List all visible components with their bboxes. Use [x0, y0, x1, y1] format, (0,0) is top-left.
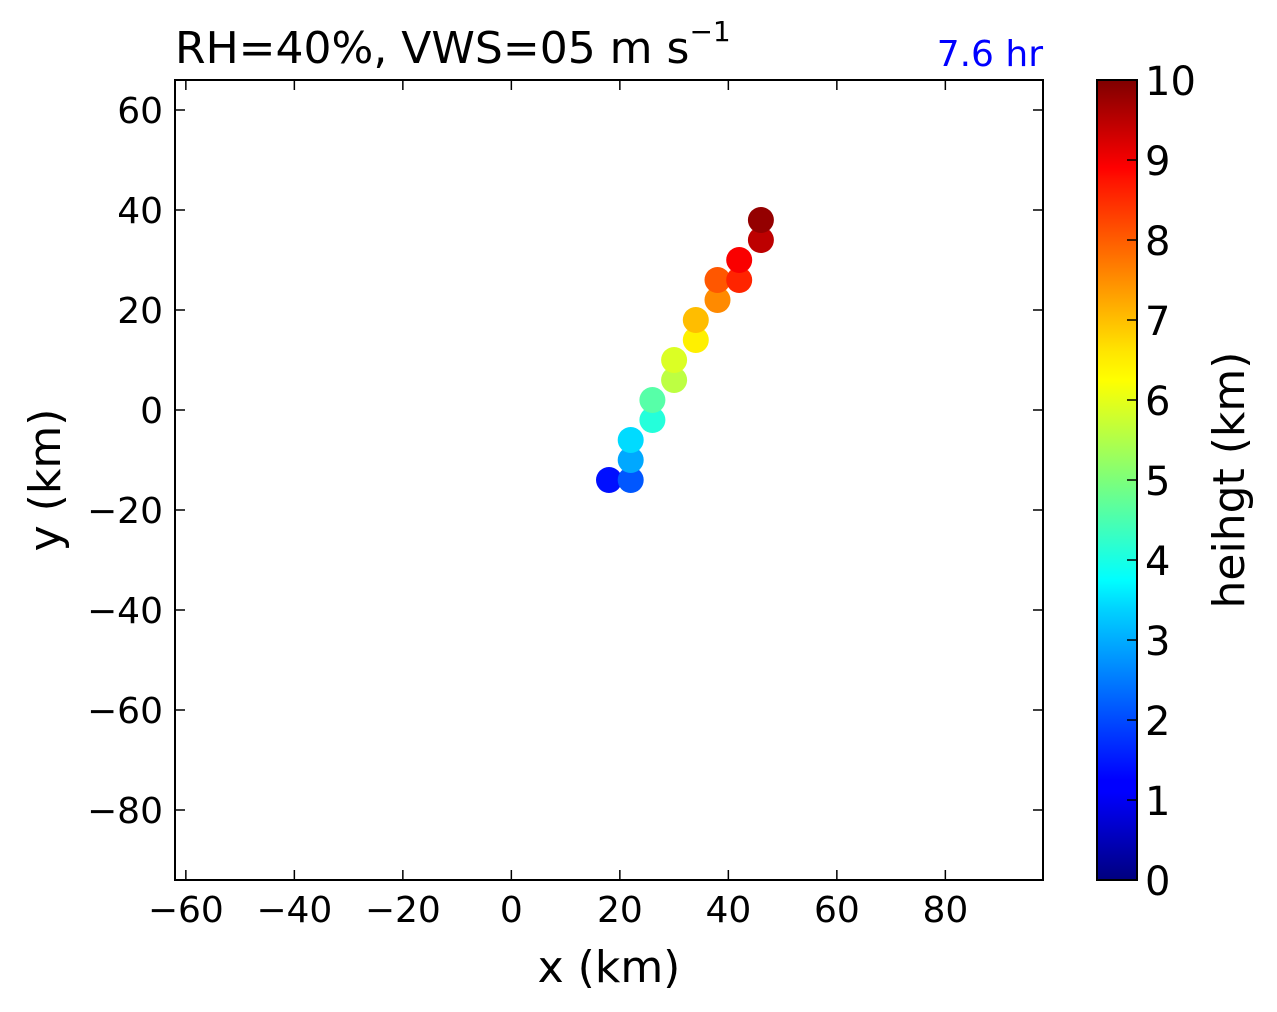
x-tick-label: −20	[365, 890, 441, 931]
scatter-point	[682, 307, 709, 333]
scatter-point	[704, 267, 731, 293]
scatter-point	[617, 447, 644, 473]
colorbar-tick-label: 7	[1145, 299, 1170, 345]
plot-area: −60 −40 −20 0 20 40 60 80 60 40 20 0 −20 −40 −60 −80	[87, 79, 1044, 931]
colorbar-tick-label: 1	[1145, 779, 1170, 825]
colorbar-tick-label: 5	[1145, 459, 1170, 505]
scatter-point	[639, 407, 666, 433]
chart-title-superscript: −1	[689, 15, 730, 48]
y-axis-label: y (km)	[20, 409, 71, 552]
x-tick-label: 80	[922, 890, 968, 931]
x-tick-label: 20	[597, 890, 643, 931]
colorbar-tick-label: 2	[1145, 699, 1170, 745]
scatter-points	[596, 207, 774, 493]
time-annotation: 7.6 hr	[937, 34, 1044, 75]
y-tick-label: −20	[87, 491, 163, 532]
scatter-point	[726, 267, 753, 293]
colorbar-tick-label: 8	[1145, 219, 1170, 265]
x-tick-label: 40	[705, 890, 751, 931]
y-tick-label: 0	[140, 391, 163, 432]
colorbar-tick-label: 9	[1145, 139, 1170, 185]
x-tick-label: −40	[256, 890, 332, 931]
scatter-point	[682, 327, 709, 353]
x-tick-label: 0	[500, 890, 523, 931]
plot-frame	[174, 79, 1044, 881]
y-tick-label: −40	[87, 591, 163, 632]
x-axis-ticks: −60 −40 −20 0 20 40 60 80	[148, 80, 968, 931]
y-tick-label: 20	[117, 291, 163, 332]
scatter-point	[661, 347, 688, 373]
scatter-point	[596, 467, 622, 493]
scatter-point	[639, 387, 666, 413]
colorbar-tick-label: 4	[1145, 539, 1170, 585]
colorbar-label: heihgt (km)	[1204, 352, 1255, 609]
chart-title-text: RH=40%, VWS=05 m s	[175, 23, 689, 74]
y-tick-label: −80	[87, 791, 163, 832]
scatter-point	[617, 467, 644, 493]
colorbar: 0 1 2 3 4 5 6 7 8 9 10 heihgt (km)	[1096, 59, 1255, 905]
colorbar-tick-label: 3	[1145, 619, 1170, 665]
scatter-point	[617, 427, 644, 453]
y-tick-label: −60	[87, 691, 163, 732]
chart-title: RH=40%, VWS=05 m s−1	[175, 15, 731, 74]
x-axis-label: x (km)	[538, 942, 681, 993]
colorbar-tick-label: 0	[1145, 859, 1170, 905]
y-tick-label: 40	[117, 191, 163, 232]
colorbar-tick-label: 10	[1145, 59, 1196, 105]
scatter-point	[747, 207, 774, 233]
y-axis-ticks: 60 40 20 0 −20 −40 −60 −80	[87, 91, 1043, 832]
x-tick-label: −60	[148, 890, 224, 931]
y-tick-label: 60	[117, 91, 163, 132]
scatter-point	[747, 227, 774, 253]
scatter-point	[726, 247, 753, 273]
colorbar-tick-label: 6	[1145, 379, 1170, 425]
x-tick-label: 60	[814, 890, 860, 931]
colorbar-ticks: 0 1 2 3 4 5 6 7 8 9 10	[1127, 59, 1196, 905]
scatter-point	[661, 367, 688, 393]
scatter-point	[704, 287, 731, 313]
